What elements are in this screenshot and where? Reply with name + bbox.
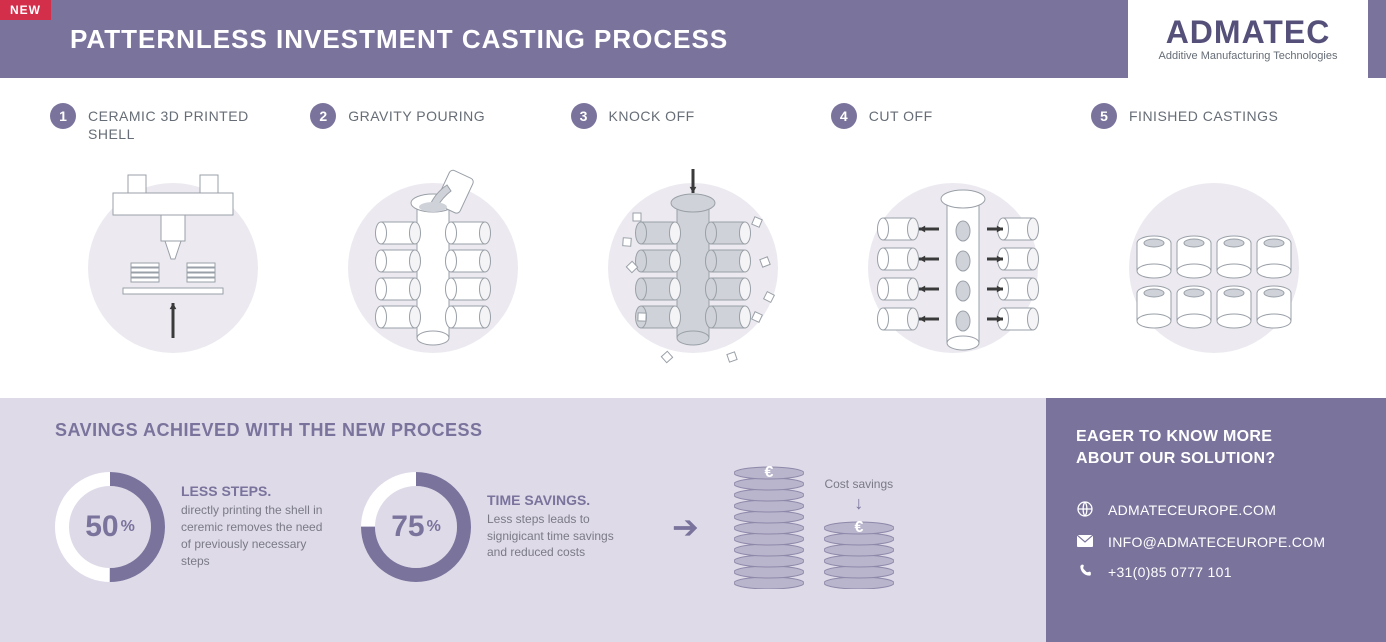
step-label: FINISHED CASTINGS	[1129, 103, 1278, 125]
contact-title-l1: EAGER TO KNOW MORE	[1076, 428, 1272, 445]
step-illustration	[593, 163, 793, 373]
step-number: 4	[831, 103, 857, 129]
step-number: 5	[1091, 103, 1117, 129]
contact-line[interactable]: +31(0)85 0777 101	[1076, 564, 1356, 581]
mail-icon	[1076, 534, 1094, 550]
donut-desc-title: LESS STEPS.	[181, 483, 331, 499]
cost-savings-graphic: € Cost savings ↓ €	[734, 459, 894, 594]
process-step: 3 KNOCK OFF	[571, 103, 816, 383]
donut-desc-title: TIME SAVINGS.	[487, 492, 637, 508]
step-head: 3 KNOCK OFF	[571, 103, 816, 153]
step-number: 3	[571, 103, 597, 129]
logo-subtext: Additive Manufacturing Technologies	[1159, 50, 1338, 62]
bottom-section: SAVINGS ACHIEVED WITH THE NEW PROCESS 50…	[0, 398, 1386, 642]
step-illustration-wrap	[831, 153, 1076, 383]
step-illustration-wrap	[50, 153, 295, 383]
phone-icon	[1076, 564, 1094, 581]
donut-desc-body: directly printing the shell in ceremic r…	[181, 502, 331, 569]
savings-metric: 50% LESS STEPS. directly printing the sh…	[55, 472, 331, 582]
donut-wrap: 50%	[55, 472, 165, 582]
contact-title-l2: ABOUT OUR SOLUTION?	[1076, 450, 1275, 467]
step-illustration	[853, 163, 1053, 373]
page-title: PATTERNLESS INVESTMENT CASTING PROCESS	[70, 24, 728, 55]
svg-text:€: €	[854, 519, 863, 536]
coins-caption: Cost savings	[824, 477, 894, 491]
step-head: 4 CUT OFF	[831, 103, 1076, 153]
donut-description: LESS STEPS. directly printing the shell …	[181, 483, 331, 569]
process-step: 1 CERAMIC 3D PRINTED SHELL	[50, 103, 295, 383]
savings-title: SAVINGS ACHIEVED WITH THE NEW PROCESS	[55, 420, 1006, 441]
donut-wrap: 75%	[361, 472, 471, 582]
step-illustration-wrap	[571, 153, 816, 383]
step-number: 2	[310, 103, 336, 129]
contact-list: ADMATECEUROPE.COM INFO@ADMATECEUROPE.COM…	[1076, 501, 1356, 581]
step-illustration	[333, 163, 533, 373]
new-badge: NEW	[0, 0, 51, 20]
header-bar: NEW PATTERNLESS INVESTMENT CASTING PROCE…	[0, 0, 1386, 78]
process-step: 5 FINISHED CASTINGS	[1091, 103, 1336, 383]
donut-description: TIME SAVINGS. Less steps leads to signig…	[487, 492, 637, 561]
contact-line[interactable]: ADMATECEUROPE.COM	[1076, 501, 1356, 520]
coin-stack: €	[824, 514, 894, 589]
contact-text: INFO@ADMATECEUROPE.COM	[1108, 534, 1325, 550]
coin-stack-short-wrap: Cost savings ↓ €	[824, 477, 894, 594]
contact-text: +31(0)85 0777 101	[1108, 564, 1232, 580]
coin-stack-tall: €	[734, 459, 804, 594]
contact-text: ADMATECEUROPE.COM	[1108, 502, 1276, 518]
svg-text:€: €	[764, 464, 773, 481]
savings-metric: 75% TIME SAVINGS. Less steps leads to si…	[361, 472, 637, 582]
globe-icon	[1076, 501, 1094, 520]
brand-logo: ADMATEC Additive Manufacturing Technolog…	[1128, 0, 1368, 78]
step-head: 1 CERAMIC 3D PRINTED SHELL	[50, 103, 295, 153]
step-illustration-wrap	[1091, 153, 1336, 383]
step-label: CUT OFF	[869, 103, 933, 125]
step-number: 1	[50, 103, 76, 129]
coin-stack: €	[734, 459, 804, 589]
step-label: CERAMIC 3D PRINTED SHELL	[88, 103, 295, 143]
donut-desc-body: Less steps leads to signigicant time sav…	[487, 511, 637, 561]
arrow-down-icon: ↓	[824, 493, 894, 514]
step-label: KNOCK OFF	[609, 103, 695, 125]
step-label: GRAVITY POURING	[348, 103, 485, 125]
contact-panel: EAGER TO KNOW MORE ABOUT OUR SOLUTION? A…	[1046, 398, 1386, 642]
process-steps-row: 1 CERAMIC 3D PRINTED SHELL 2 GRAVITY POU…	[0, 78, 1386, 398]
step-illustration	[1104, 163, 1324, 373]
process-step: 2 GRAVITY POURING	[310, 103, 555, 383]
donut-value: 75%	[361, 472, 471, 582]
donut-value: 50%	[55, 472, 165, 582]
contact-title: EAGER TO KNOW MORE ABOUT OUR SOLUTION?	[1076, 426, 1356, 471]
process-step: 4 CUT OFF	[831, 103, 1076, 383]
savings-row: 50% LESS STEPS. directly printing the sh…	[55, 459, 1006, 594]
arrow-right-icon: ➔	[672, 508, 699, 546]
step-head: 5 FINISHED CASTINGS	[1091, 103, 1336, 153]
step-head: 2 GRAVITY POURING	[310, 103, 555, 153]
logo-text: ADMATEC	[1166, 16, 1331, 48]
step-illustration-wrap	[310, 153, 555, 383]
contact-line[interactable]: INFO@ADMATECEUROPE.COM	[1076, 534, 1356, 550]
step-illustration	[73, 163, 273, 373]
savings-panel: SAVINGS ACHIEVED WITH THE NEW PROCESS 50…	[0, 398, 1046, 642]
